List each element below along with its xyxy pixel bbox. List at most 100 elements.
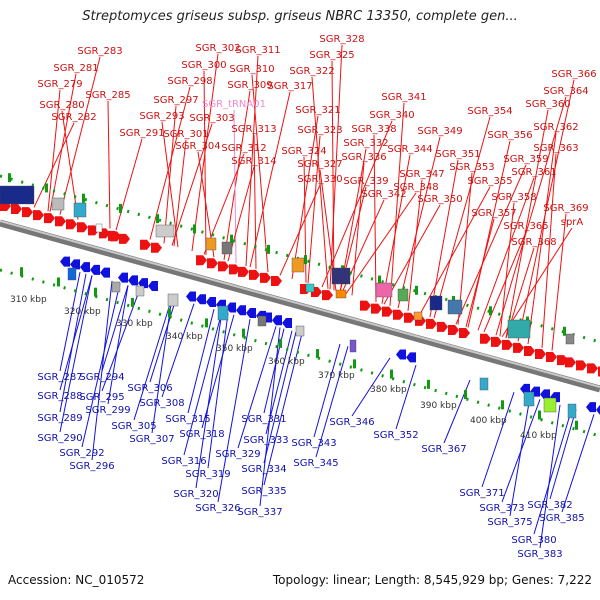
gene-label-sgr_348[interactable]: SGR_348 bbox=[393, 182, 438, 193]
gene-label-sgr_289[interactable]: SGR_289 bbox=[37, 413, 82, 424]
gene-label-sgr_361[interactable]: SGR_361 bbox=[511, 167, 556, 178]
gene-label-sgr_330[interactable]: SGR_330 bbox=[297, 174, 342, 185]
gene-label-sgr_281[interactable]: SGR_281 bbox=[53, 63, 98, 74]
gene-label-sgr_337[interactable]: SGR_337 bbox=[237, 507, 282, 518]
gene-label-sgr_360[interactable]: SGR_360 bbox=[525, 99, 570, 110]
gene-label-sgr_325[interactable]: SGR_325 bbox=[309, 50, 354, 61]
gene-label-sgr_292[interactable]: SGR_292 bbox=[59, 448, 104, 459]
gene-label-sgr_321[interactable]: SGR_321 bbox=[295, 105, 340, 116]
gene-label-sgr_314[interactable]: SGR_314 bbox=[231, 156, 276, 167]
gene-label-sgr_288[interactable]: SGR_288 bbox=[37, 391, 82, 402]
gene-label-sgr_342[interactable]: SGR_342 bbox=[361, 189, 406, 200]
gene-label-sgr_290[interactable]: SGR_290 bbox=[37, 433, 82, 444]
gene-label-sgr_320[interactable]: SGR_320 bbox=[173, 489, 218, 500]
gene-label-sgr_323[interactable]: SGR_323 bbox=[297, 125, 342, 136]
gene-label-sgr_291[interactable]: SGR_291 bbox=[119, 128, 164, 139]
gene-label-sgr_335[interactable]: SGR_335 bbox=[241, 486, 286, 497]
gene-label-sgr_343[interactable]: SGR_343 bbox=[291, 438, 336, 449]
gene-label-sgr_375[interactable]: SGR_375 bbox=[487, 517, 532, 528]
gene-label-sgr_373[interactable]: SGR_373 bbox=[479, 503, 524, 514]
gene-label-sgr_298[interactable]: SGR_298 bbox=[167, 76, 212, 87]
gene-label-sgr_371[interactable]: SGR_371 bbox=[459, 488, 504, 499]
gene-label-sgr_285[interactable]: SGR_285 bbox=[85, 90, 130, 101]
gene-label-sgr_315[interactable]: SGR_315 bbox=[165, 414, 210, 425]
gene-label-sgr_334[interactable]: SGR_334 bbox=[241, 464, 286, 475]
bottom-gene-labels[interactable]: SGR_287SGR_294SGR_288SGR_295SGR_299SGR_2… bbox=[37, 372, 584, 560]
gene-label-sgr_305[interactable]: SGR_305 bbox=[111, 421, 156, 432]
gene-label-sgr_324[interactable]: SGR_324 bbox=[281, 146, 326, 157]
gene-label-sgr_299[interactable]: SGR_299 bbox=[85, 405, 130, 416]
gene-label-sgr_356[interactable]: SGR_356 bbox=[487, 130, 532, 141]
gene-label-sgr_352[interactable]: SGR_352 bbox=[373, 430, 418, 441]
gene-label-sgr_353[interactable]: SGR_353 bbox=[449, 162, 494, 173]
gene-label-sgr_336[interactable]: SGR_336 bbox=[341, 152, 386, 163]
gene-label-sgr_316[interactable]: SGR_316 bbox=[161, 456, 206, 467]
gene-label-sgr_346[interactable]: SGR_346 bbox=[329, 417, 374, 428]
gene-label-sgr_338[interactable]: SGR_338 bbox=[351, 124, 396, 135]
feature-boxes[interactable] bbox=[0, 185, 577, 419]
gene-label-sgr_367[interactable]: SGR_367 bbox=[421, 444, 466, 455]
gene-label-sgr_350[interactable]: SGR_350 bbox=[417, 194, 462, 205]
gene-label-sgr_279[interactable]: SGR_279 bbox=[37, 79, 82, 90]
gene-label-sgr_311[interactable]: SGR_311 bbox=[235, 45, 280, 56]
gene-label-sgr_319[interactable]: SGR_319 bbox=[185, 469, 230, 480]
gene-label-sgr_282[interactable]: SGR_282 bbox=[51, 112, 96, 123]
gene-label-sgr_354[interactable]: SGR_354 bbox=[467, 106, 512, 117]
gene-label-sgr_307[interactable]: SGR_307 bbox=[129, 434, 174, 445]
gene-label-sgr_340[interactable]: SGR_340 bbox=[369, 110, 414, 121]
gene-label-sgr_345[interactable]: SGR_345 bbox=[293, 458, 338, 469]
gene-label-sgr_359[interactable]: SGR_359 bbox=[503, 154, 548, 165]
gene-label-sgr_362[interactable]: SGR_362 bbox=[533, 122, 578, 133]
gene-label-sgr_365[interactable]: SGR_365 bbox=[503, 221, 548, 232]
reverse-strand-genes[interactable] bbox=[60, 256, 600, 415]
gene-label-sgr_293[interactable]: SGR_293 bbox=[139, 111, 184, 122]
gene-label-sgr_357[interactable]: SGR_357 bbox=[471, 208, 516, 219]
gene-label-sgr_300[interactable]: SGR_300 bbox=[181, 60, 226, 71]
gene-label-spra[interactable]: sprA bbox=[561, 217, 584, 228]
gene-label-sgr_347[interactable]: SGR_347 bbox=[399, 169, 444, 180]
gene-label-sgr_308[interactable]: SGR_308 bbox=[139, 398, 184, 409]
forward-strand-genes[interactable] bbox=[0, 201, 600, 377]
gene-label-sgr_304[interactable]: SGR_304 bbox=[175, 141, 220, 152]
gene-label-sgr_349[interactable]: SGR_349 bbox=[417, 126, 462, 137]
gene-label-sgr_385[interactable]: SGR_385 bbox=[539, 513, 584, 524]
gene-label-sgr_318[interactable]: SGR_318 bbox=[179, 429, 224, 440]
gene-label-sgr_303[interactable]: SGR_303 bbox=[189, 113, 234, 124]
gene-label-sgr_309[interactable]: SGR_309 bbox=[227, 80, 272, 91]
gene-label-sgr_313[interactable]: SGR_313 bbox=[231, 124, 276, 135]
gene-label-sgr_364[interactable]: SGR_364 bbox=[543, 86, 588, 97]
gene-label-sgr_280[interactable]: SGR_280 bbox=[39, 100, 84, 111]
gene-label-sgr_294[interactable]: SGR_294 bbox=[79, 372, 124, 383]
gene-label-sgr_trna01[interactable]: SGR_tRNA01 bbox=[202, 99, 266, 110]
gene-label-sgr_287[interactable]: SGR_287 bbox=[37, 372, 82, 383]
gene-label-sgr_366[interactable]: SGR_366 bbox=[551, 69, 596, 80]
gene-label-sgr_358[interactable]: SGR_358 bbox=[491, 192, 536, 203]
gene-label-sgr_369[interactable]: SGR_369 bbox=[543, 203, 588, 214]
gene-label-sgr_368[interactable]: SGR_368 bbox=[511, 237, 556, 248]
gene-label-sgr_332[interactable]: SGR_332 bbox=[343, 138, 388, 149]
gene-label-sgr_296[interactable]: SGR_296 bbox=[69, 461, 114, 472]
gene-label-sgr_329[interactable]: SGR_329 bbox=[215, 449, 260, 460]
gene-label-sgr_312[interactable]: SGR_312 bbox=[221, 143, 266, 154]
gene-label-sgr_383[interactable]: SGR_383 bbox=[517, 549, 562, 560]
gene-label-sgr_328[interactable]: SGR_328 bbox=[319, 34, 364, 45]
gene-label-sgr_295[interactable]: SGR_295 bbox=[79, 392, 124, 403]
gene-label-sgr_302[interactable]: SGR_302 bbox=[195, 43, 240, 54]
gene-label-sgr_344[interactable]: SGR_344 bbox=[387, 144, 432, 155]
gene-label-sgr_331[interactable]: SGR_331 bbox=[241, 414, 286, 425]
gene-label-sgr_341[interactable]: SGR_341 bbox=[381, 92, 426, 103]
gene-label-sgr_283[interactable]: SGR_283 bbox=[77, 46, 122, 57]
top-gene-labels[interactable]: SGR_283SGR_281SGR_279SGR_285SGR_280SGR_2… bbox=[37, 34, 596, 248]
gene-label-sgr_382[interactable]: SGR_382 bbox=[527, 500, 572, 511]
gene-label-sgr_326[interactable]: SGR_326 bbox=[195, 503, 240, 514]
gene-label-sgr_297[interactable]: SGR_297 bbox=[153, 95, 198, 106]
gene-label-sgr_310[interactable]: SGR_310 bbox=[229, 64, 274, 75]
gene-label-sgr_355[interactable]: SGR_355 bbox=[467, 176, 512, 187]
gene-label-sgr_322[interactable]: SGR_322 bbox=[289, 66, 334, 77]
gene-label-sgr_339[interactable]: SGR_339 bbox=[343, 176, 388, 187]
gene-label-sgr_333[interactable]: SGR_333 bbox=[243, 435, 288, 446]
gene-label-sgr_363[interactable]: SGR_363 bbox=[533, 143, 578, 154]
gene-label-sgr_351[interactable]: SGR_351 bbox=[435, 149, 480, 160]
gene-label-sgr_317[interactable]: SGR_317 bbox=[267, 81, 312, 92]
